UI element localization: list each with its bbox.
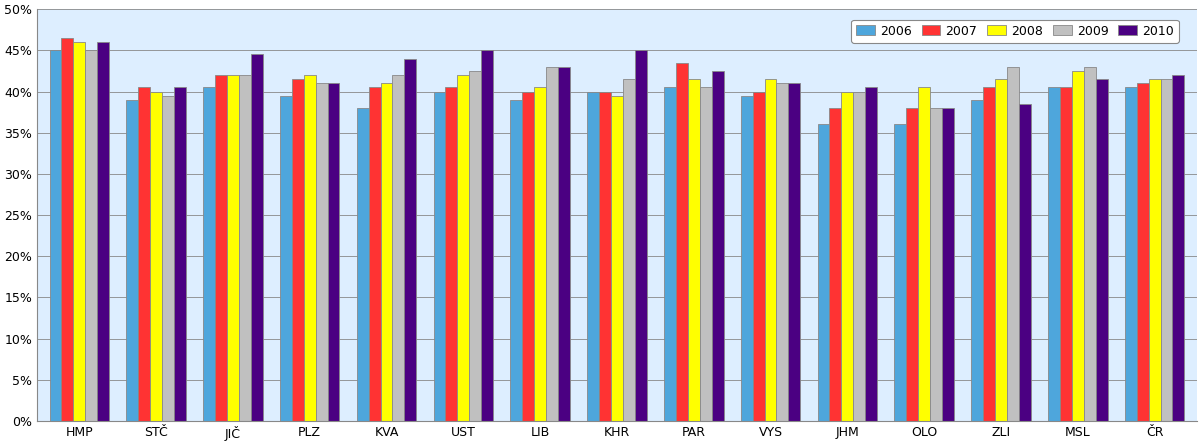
Bar (174, 87, 186, 421)
Bar (97, 42, 109, 421)
Bar (712, 71, 723, 421)
Bar (251, 54, 263, 421)
Bar (919, 87, 930, 421)
Bar (328, 83, 340, 421)
Bar (558, 67, 570, 421)
Bar (458, 75, 470, 421)
Bar (788, 83, 800, 421)
Bar (73, 42, 85, 421)
Bar (635, 50, 646, 421)
Bar (895, 125, 907, 421)
Bar (972, 100, 984, 421)
Bar (446, 87, 458, 421)
Bar (688, 79, 700, 421)
Legend: 2006, 2007, 2008, 2009, 2010: 2006, 2007, 2008, 2009, 2010 (852, 20, 1179, 43)
Bar (482, 50, 494, 421)
Bar (49, 50, 61, 421)
Bar (393, 75, 405, 421)
Bar (126, 100, 138, 421)
Bar (534, 87, 546, 421)
Bar (907, 108, 919, 421)
Bar (239, 75, 251, 421)
Bar (599, 92, 611, 421)
Bar (470, 71, 482, 421)
Bar (522, 92, 534, 421)
Bar (994, 79, 1006, 421)
Bar (664, 87, 676, 421)
Bar (830, 108, 842, 421)
Bar (150, 92, 162, 421)
Bar (587, 92, 599, 421)
Bar (853, 92, 865, 421)
Bar (304, 75, 316, 421)
Bar (700, 87, 712, 421)
Bar (357, 108, 369, 421)
Bar (753, 92, 765, 421)
Bar (623, 79, 635, 421)
Bar (1160, 79, 1172, 421)
Bar (865, 87, 877, 421)
Bar (1060, 87, 1071, 421)
Bar (1148, 79, 1160, 421)
Bar (369, 87, 381, 421)
Bar (777, 83, 788, 421)
Bar (1172, 75, 1184, 421)
Bar (676, 63, 688, 421)
Bar (984, 87, 994, 421)
Bar (405, 59, 417, 421)
Bar (1018, 104, 1030, 421)
Bar (930, 108, 942, 421)
Bar (61, 38, 73, 421)
Bar (316, 83, 328, 421)
Bar (765, 79, 777, 421)
Bar (434, 92, 446, 421)
Bar (162, 96, 174, 421)
Bar (611, 96, 623, 421)
Bar (1083, 67, 1095, 421)
Bar (741, 96, 753, 421)
Bar (227, 75, 239, 421)
Bar (85, 50, 97, 421)
Bar (381, 83, 393, 421)
Bar (292, 79, 304, 421)
Bar (842, 92, 853, 421)
Bar (1006, 67, 1018, 421)
Bar (203, 87, 215, 421)
Bar (818, 125, 830, 421)
Bar (510, 100, 522, 421)
Bar (1136, 83, 1148, 421)
Bar (546, 67, 558, 421)
Bar (280, 96, 292, 421)
Bar (1048, 87, 1060, 421)
Bar (138, 87, 150, 421)
Bar (1095, 79, 1107, 421)
Bar (215, 75, 227, 421)
Bar (1125, 87, 1136, 421)
Bar (942, 108, 954, 421)
Bar (1071, 71, 1083, 421)
